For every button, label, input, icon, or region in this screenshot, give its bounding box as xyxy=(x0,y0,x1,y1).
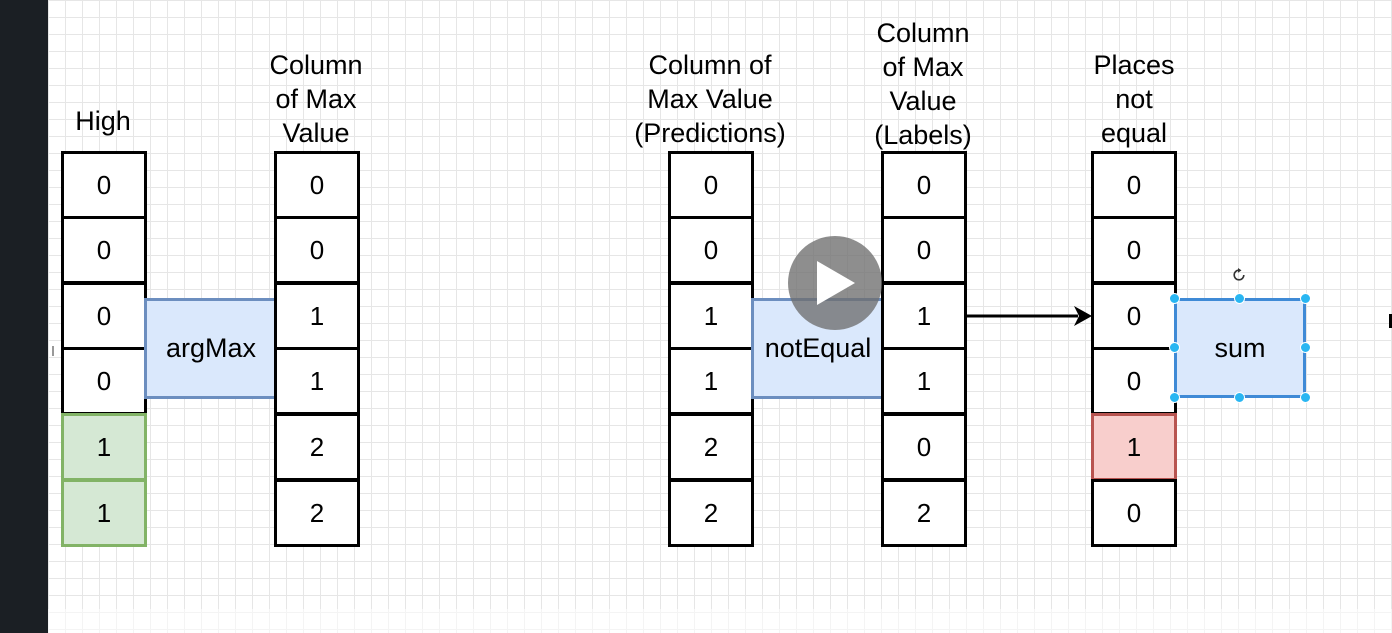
label-cell[interactable]: 1 xyxy=(881,347,967,415)
play-icon xyxy=(817,261,855,305)
label-cell[interactable]: 0 xyxy=(881,413,967,481)
play-button[interactable] xyxy=(788,236,882,330)
header-places-not-equal: Places not equal xyxy=(1093,50,1175,148)
argmax-result-cell[interactable]: 0 xyxy=(274,216,360,284)
left-toolbar xyxy=(0,0,48,633)
resize-handle-left[interactable] xyxy=(1169,342,1180,353)
label-cell[interactable]: 1 xyxy=(881,282,967,350)
not-equal-cell[interactable]: 0 xyxy=(1091,151,1177,219)
not-equal-cell[interactable]: 0 xyxy=(1091,216,1177,284)
high-cell[interactable]: 0 xyxy=(61,216,147,284)
high-cell[interactable]: 0 xyxy=(61,347,147,415)
rotate-icon[interactable] xyxy=(1232,268,1246,282)
label-cell[interactable]: 0 xyxy=(881,216,967,284)
prediction-cell[interactable]: 0 xyxy=(668,151,754,219)
high-cell-highlighted[interactable]: 1 xyxy=(61,479,147,547)
argmax-result-cell[interactable]: 0 xyxy=(274,151,360,219)
high-cell[interactable]: 0 xyxy=(61,282,147,350)
resize-handle-top-right[interactable] xyxy=(1300,293,1311,304)
argmax-operation[interactable]: argMax xyxy=(144,298,278,399)
header-argmax-result: Column of Max Value xyxy=(269,50,363,148)
prediction-cell[interactable]: 1 xyxy=(668,282,754,350)
not-equal-cell[interactable]: 0 xyxy=(1091,479,1177,547)
prediction-cell[interactable]: 1 xyxy=(668,347,754,415)
resize-handle-bottom-left[interactable] xyxy=(1169,392,1180,403)
argmax-result-cell[interactable]: 2 xyxy=(274,413,360,481)
resize-handle-bottom-right[interactable] xyxy=(1300,392,1311,403)
not-equal-cell[interactable]: 0 xyxy=(1091,347,1177,415)
header-labels: Column of Max Value (Labels) xyxy=(874,18,972,150)
label-cell[interactable]: 0 xyxy=(881,151,967,219)
offscreen-shape-edge xyxy=(1389,314,1392,328)
not-equal-cell-highlighted[interactable]: 1 xyxy=(1091,413,1177,481)
resize-handle-top-left[interactable] xyxy=(1169,293,1180,304)
label-cell[interactable]: 2 xyxy=(881,479,967,547)
resize-handle-top[interactable] xyxy=(1234,293,1245,304)
header-predictions: Column of Max Value (Predictions) xyxy=(634,50,786,148)
high-cell-highlighted[interactable]: 1 xyxy=(61,413,147,481)
sum-operation[interactable]: sum xyxy=(1174,298,1306,398)
argmax-result-cell[interactable]: 1 xyxy=(274,347,360,415)
resize-handle-right[interactable] xyxy=(1300,342,1311,353)
canvas-edge-mark xyxy=(52,346,54,356)
prediction-cell[interactable]: 0 xyxy=(668,216,754,284)
high-cell[interactable]: 0 xyxy=(61,151,147,219)
arrow-right-icon[interactable] xyxy=(966,304,1094,328)
argmax-result-cell[interactable]: 1 xyxy=(274,282,360,350)
header-high: High xyxy=(75,106,131,136)
not-equal-cell[interactable]: 0 xyxy=(1091,282,1177,350)
resize-handle-bottom[interactable] xyxy=(1234,392,1245,403)
argmax-result-cell[interactable]: 2 xyxy=(274,479,360,547)
prediction-cell[interactable]: 2 xyxy=(668,479,754,547)
prediction-cell[interactable]: 2 xyxy=(668,413,754,481)
